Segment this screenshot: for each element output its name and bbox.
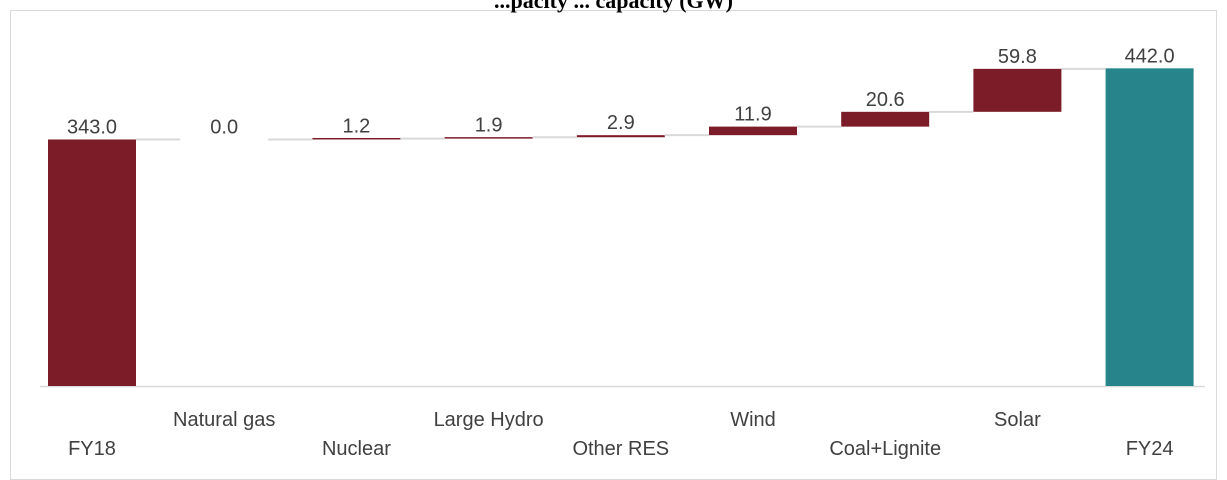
value-label: 20.6 — [866, 89, 905, 111]
bar-coal-lignite — [841, 111, 930, 127]
bar-fy18 — [48, 139, 136, 386]
category-label: FY24 — [1126, 438, 1174, 460]
bar-solar — [973, 68, 1062, 112]
value-label: 1.2 — [342, 116, 370, 138]
bar-other-res — [576, 135, 665, 138]
bar-fy24 — [1105, 68, 1194, 387]
category-label: Large Hydro — [434, 409, 544, 431]
value-label: 59.8 — [998, 46, 1037, 68]
bar-large-hydro — [444, 137, 533, 139]
value-label: 2.9 — [607, 112, 635, 134]
value-label: 343.0 — [67, 116, 117, 138]
category-label: Coal+Lignite — [829, 438, 941, 460]
value-label: 442.0 — [1125, 45, 1175, 67]
category-label: Solar — [994, 409, 1041, 431]
bar-nuclear — [312, 137, 401, 140]
waterfall-chart: 343.0 FY18 0.0 Natural gas 1.2 Nuclear 1.9 Larg… — [40, 45, 1205, 460]
category-label: Wind — [730, 409, 776, 431]
value-label: 0.0 — [210, 116, 238, 138]
value-label: 11.9 — [734, 104, 771, 126]
category-label: Natural gas — [173, 409, 275, 431]
bar-wind — [709, 126, 797, 136]
category-label: Nuclear — [322, 438, 391, 460]
value-label: 1.9 — [475, 114, 503, 136]
category-label: FY18 — [68, 438, 116, 460]
category-label: Other RES — [572, 438, 669, 460]
chart-title: ...pacity ... capacity (GW) — [494, 0, 733, 13]
